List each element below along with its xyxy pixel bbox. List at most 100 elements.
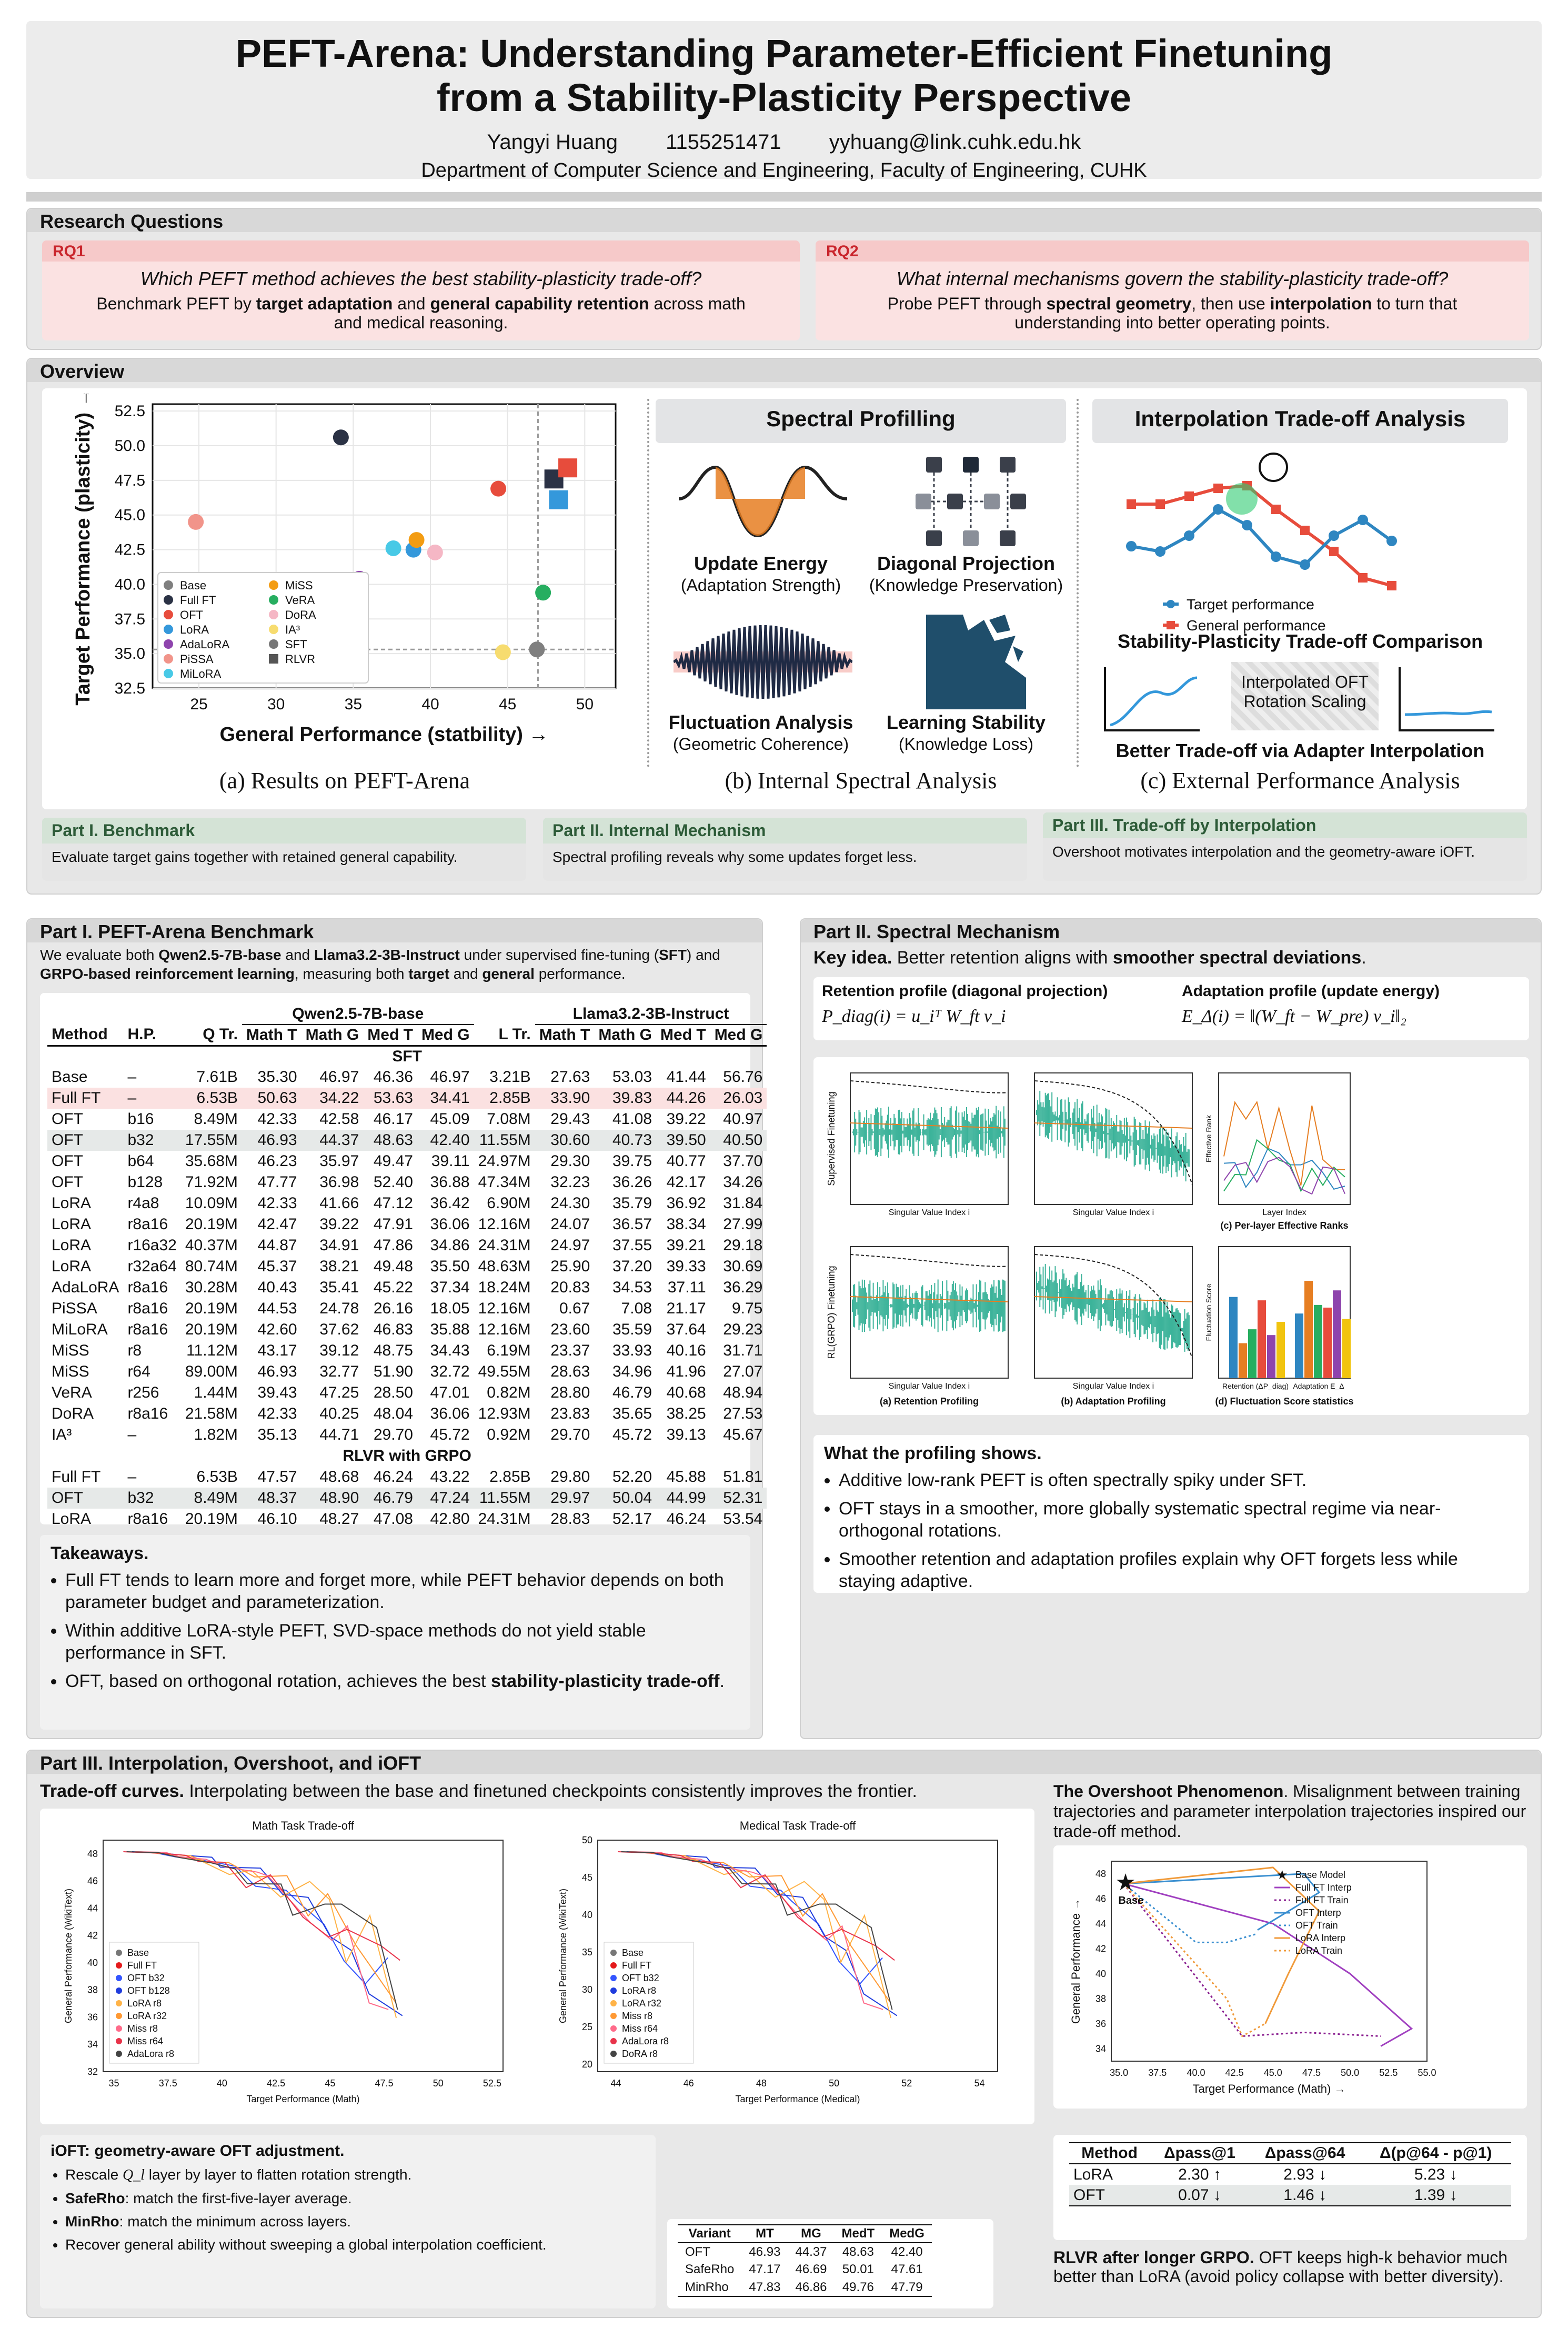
legend-marker bbox=[610, 2051, 617, 2057]
table-row: OFT 0.07 ↓ 1.46 ↓ 1.39 ↓ bbox=[1069, 2185, 1511, 2206]
x-tick-label: 52.5 bbox=[483, 2078, 501, 2089]
ioft-card: iOFT: geometry-aware OFT adjustment. Res… bbox=[40, 2135, 656, 2308]
legend-marker bbox=[116, 1950, 122, 1956]
rq2-desc-line2: understanding into better operating poin… bbox=[1014, 313, 1330, 332]
table-cell: Med T bbox=[660, 1026, 706, 1043]
overshoot-text: The Overshoot Phenomenon. Misalignment b… bbox=[1053, 1782, 1526, 1841]
legend-label: RLVR bbox=[285, 652, 315, 666]
y-tick-label: 36 bbox=[1095, 2019, 1106, 2029]
table-cell: 24.78 bbox=[319, 1300, 359, 1317]
row-label-rl: RL(GRPO) Finetuning bbox=[826, 1266, 837, 1359]
overview-panel: Overview 25 30 35 40 45 50 32.5 35.0 37.5 40.0 42.… bbox=[26, 358, 1542, 895]
legend-marker bbox=[269, 639, 278, 649]
tradeoff-series-line bbox=[123, 1851, 400, 1961]
table-row: LoRA r16a32 40.37M 44.87 34.91 47.86 34.86 24.3… bbox=[47, 1235, 767, 1256]
legend-marker bbox=[610, 1962, 617, 1969]
table-cell: 52.31 bbox=[710, 1488, 767, 1509]
x-tick-label: 30 bbox=[267, 696, 285, 713]
table-cell: 40.73 bbox=[594, 1130, 657, 1151]
legend-label: Miss r8 bbox=[127, 2023, 158, 2034]
y-tick-label: 36 bbox=[87, 2012, 98, 2022]
tradeoff-series-line bbox=[135, 1851, 389, 2010]
table-cell: 35.41 bbox=[319, 1279, 359, 1296]
overview-title: Overview bbox=[27, 359, 1541, 382]
target-point bbox=[1155, 546, 1165, 557]
rank-line bbox=[1223, 1147, 1345, 1190]
table-cell: r8a16 bbox=[127, 1279, 168, 1296]
table-cell: 35.88 bbox=[430, 1321, 470, 1338]
table-cell: 38.25 bbox=[666, 1405, 706, 1422]
fluctuation-bar bbox=[1295, 1313, 1303, 1378]
table-header-cell: Variant bbox=[688, 2226, 731, 2241]
general-point bbox=[1300, 526, 1310, 535]
table-cell: 35.30 bbox=[257, 1068, 297, 1086]
table-cell: 12.16M bbox=[478, 1321, 531, 1338]
benchmark-table-card: Qwen2.5-7B-base Llama3.2-3B-Instruct Metho… bbox=[40, 993, 767, 1528]
general-point bbox=[1271, 505, 1281, 514]
table-cell: OFT bbox=[52, 1152, 83, 1170]
legend-label: LoRA r32 bbox=[127, 2011, 167, 2021]
table-cell: 46.23 bbox=[257, 1152, 297, 1170]
part1-summary-title: Part I. Benchmark bbox=[42, 818, 526, 844]
oft-interp-line bbox=[1123, 1873, 1321, 1931]
x-tick-label: 42.5 bbox=[267, 2078, 285, 2089]
x-tick-label: 42.5 bbox=[1225, 2067, 1244, 2078]
legend-marker bbox=[269, 625, 278, 634]
legend-label: LoRA bbox=[180, 623, 209, 636]
title-line-1: PEFT-Arena: Understanding Parameter-Effi… bbox=[235, 32, 1333, 75]
y-tick-label: 35.0 bbox=[115, 645, 145, 662]
table-cell: 46.93 bbox=[257, 1363, 297, 1380]
table-cell: 8.49M bbox=[180, 1488, 242, 1509]
table-cell: OFT bbox=[685, 2244, 710, 2259]
oft-curve bbox=[850, 1296, 1009, 1302]
rq1-desc: Benchmark PEFT by target adaptation and … bbox=[53, 294, 789, 332]
table-row: MiSS r8 11.12M 43.17 39.12 48.75 34.43 6.19M 23.… bbox=[47, 1340, 767, 1361]
diagonal-projection-sub: (Knowledge Preservation) bbox=[869, 576, 1063, 595]
table-cell: 33.93 bbox=[612, 1342, 652, 1359]
table-cell: – bbox=[123, 1088, 181, 1109]
table-cell: 46.83 bbox=[373, 1321, 413, 1338]
table-cell: 21.17 bbox=[666, 1300, 706, 1317]
table-cell: r64 bbox=[127, 1363, 150, 1380]
legend-marker bbox=[164, 639, 173, 649]
table-cell: DoRA bbox=[52, 1405, 94, 1422]
table-cell: 2.85B bbox=[489, 1468, 531, 1485]
overshoot-figure: 35.0 37.5 40.0 42.5 45.0 47.5 50.0 52.5 55.0 34 36… bbox=[1053, 1845, 1527, 2109]
table-cell: 24.07 bbox=[550, 1216, 590, 1233]
target-point bbox=[1184, 530, 1194, 541]
table-cell: 46.97 bbox=[430, 1068, 470, 1086]
better-tradeoff-left-icon bbox=[1104, 667, 1200, 731]
table-header-cell: MedT bbox=[841, 2226, 875, 2241]
target-point bbox=[1329, 530, 1339, 541]
chart-title: Math Task Trade-off bbox=[252, 1819, 355, 1832]
y-tick-label: 45.0 bbox=[115, 507, 145, 524]
student-id: 1155251471 bbox=[666, 130, 781, 154]
table-cell: 35.97 bbox=[319, 1152, 359, 1170]
table-cell: 48.27 bbox=[319, 1510, 359, 1528]
x-tick-label: 48 bbox=[756, 2078, 767, 2089]
y-tick-label: 40 bbox=[582, 1910, 592, 1920]
table-cell: 1.46 ↓ bbox=[1249, 2185, 1361, 2206]
legend-marker bbox=[610, 1975, 617, 1981]
table-cell: 47.08 bbox=[373, 1510, 413, 1528]
divider-1 bbox=[647, 399, 649, 767]
legend-marker bbox=[610, 2038, 617, 2044]
table-cell: 37.64 bbox=[666, 1321, 706, 1338]
table-cell: 46.93 bbox=[749, 2244, 781, 2259]
table-cell: 37.70 bbox=[723, 1152, 763, 1170]
effective-rank-plot bbox=[1218, 1072, 1351, 1205]
legend-marker bbox=[610, 1987, 617, 1994]
fluctuation-bar bbox=[1248, 1329, 1257, 1378]
general-point bbox=[1213, 484, 1223, 493]
grpo-text: RLVR after longer GRPO. OFT keeps high-k… bbox=[1053, 2248, 1508, 2286]
table-cell: 44.53 bbox=[257, 1300, 297, 1317]
table-cell: 24.30 bbox=[550, 1194, 590, 1212]
table-cell: 27.53 bbox=[723, 1405, 763, 1422]
table-cell: 39.22 bbox=[319, 1216, 359, 1233]
table-cell: 29.43 bbox=[550, 1110, 590, 1128]
table-cell: 49.47 bbox=[373, 1152, 413, 1170]
table-cell: MiLoRA bbox=[52, 1321, 108, 1338]
y-tick-label: 38 bbox=[1095, 1993, 1106, 2004]
adaptation-rl-plot bbox=[1034, 1246, 1193, 1379]
table-cell: Med T bbox=[367, 1026, 413, 1043]
